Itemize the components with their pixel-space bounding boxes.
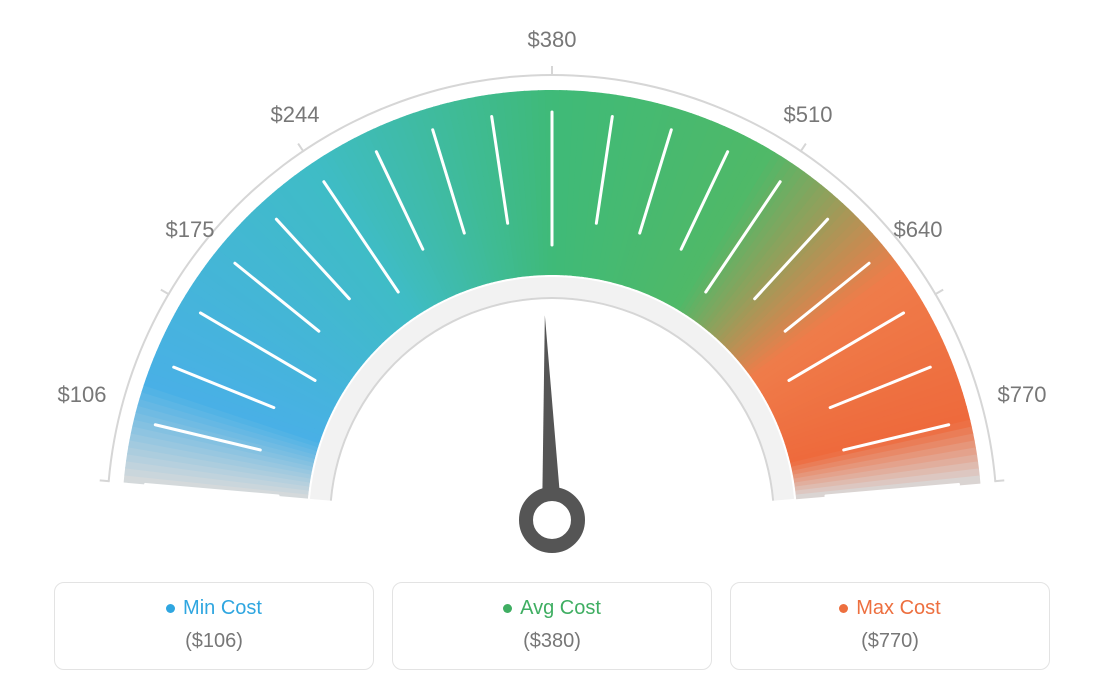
legend-dot-min [166,604,175,613]
gauge-chart: $106 $175 $244 $380 $510 $640 $770 [0,0,1104,560]
gauge-tick-label: $510 [784,102,833,128]
legend-card-min: Min Cost ($106) [54,582,374,670]
gauge-tick-label: $106 [58,382,107,408]
gauge-tick-label: $175 [166,217,215,243]
legend-dot-avg [503,604,512,613]
legend-card-avg: Avg Cost ($380) [392,582,712,670]
legend-dot-max [839,604,848,613]
gauge-svg [0,0,1104,560]
legend-value-avg: ($380) [403,630,701,653]
legend-title-avg: Avg Cost [503,597,601,620]
legend-title-min: Min Cost [166,597,262,620]
legend-title-min-text: Min Cost [183,597,262,620]
legend-row: Min Cost ($106) Avg Cost ($380) Max Cost… [0,582,1104,670]
gauge-tick-label: $380 [528,27,577,53]
legend-card-max: Max Cost ($770) [730,582,1050,670]
gauge-tick-label: $640 [894,217,943,243]
gauge-tick-label: $244 [271,102,320,128]
legend-value-max: ($770) [741,630,1039,653]
legend-title-max: Max Cost [839,597,940,620]
legend-title-avg-text: Avg Cost [520,597,601,620]
legend-title-max-text: Max Cost [856,597,940,620]
legend-value-min: ($106) [65,630,363,653]
gauge-tick-label: $770 [998,382,1047,408]
